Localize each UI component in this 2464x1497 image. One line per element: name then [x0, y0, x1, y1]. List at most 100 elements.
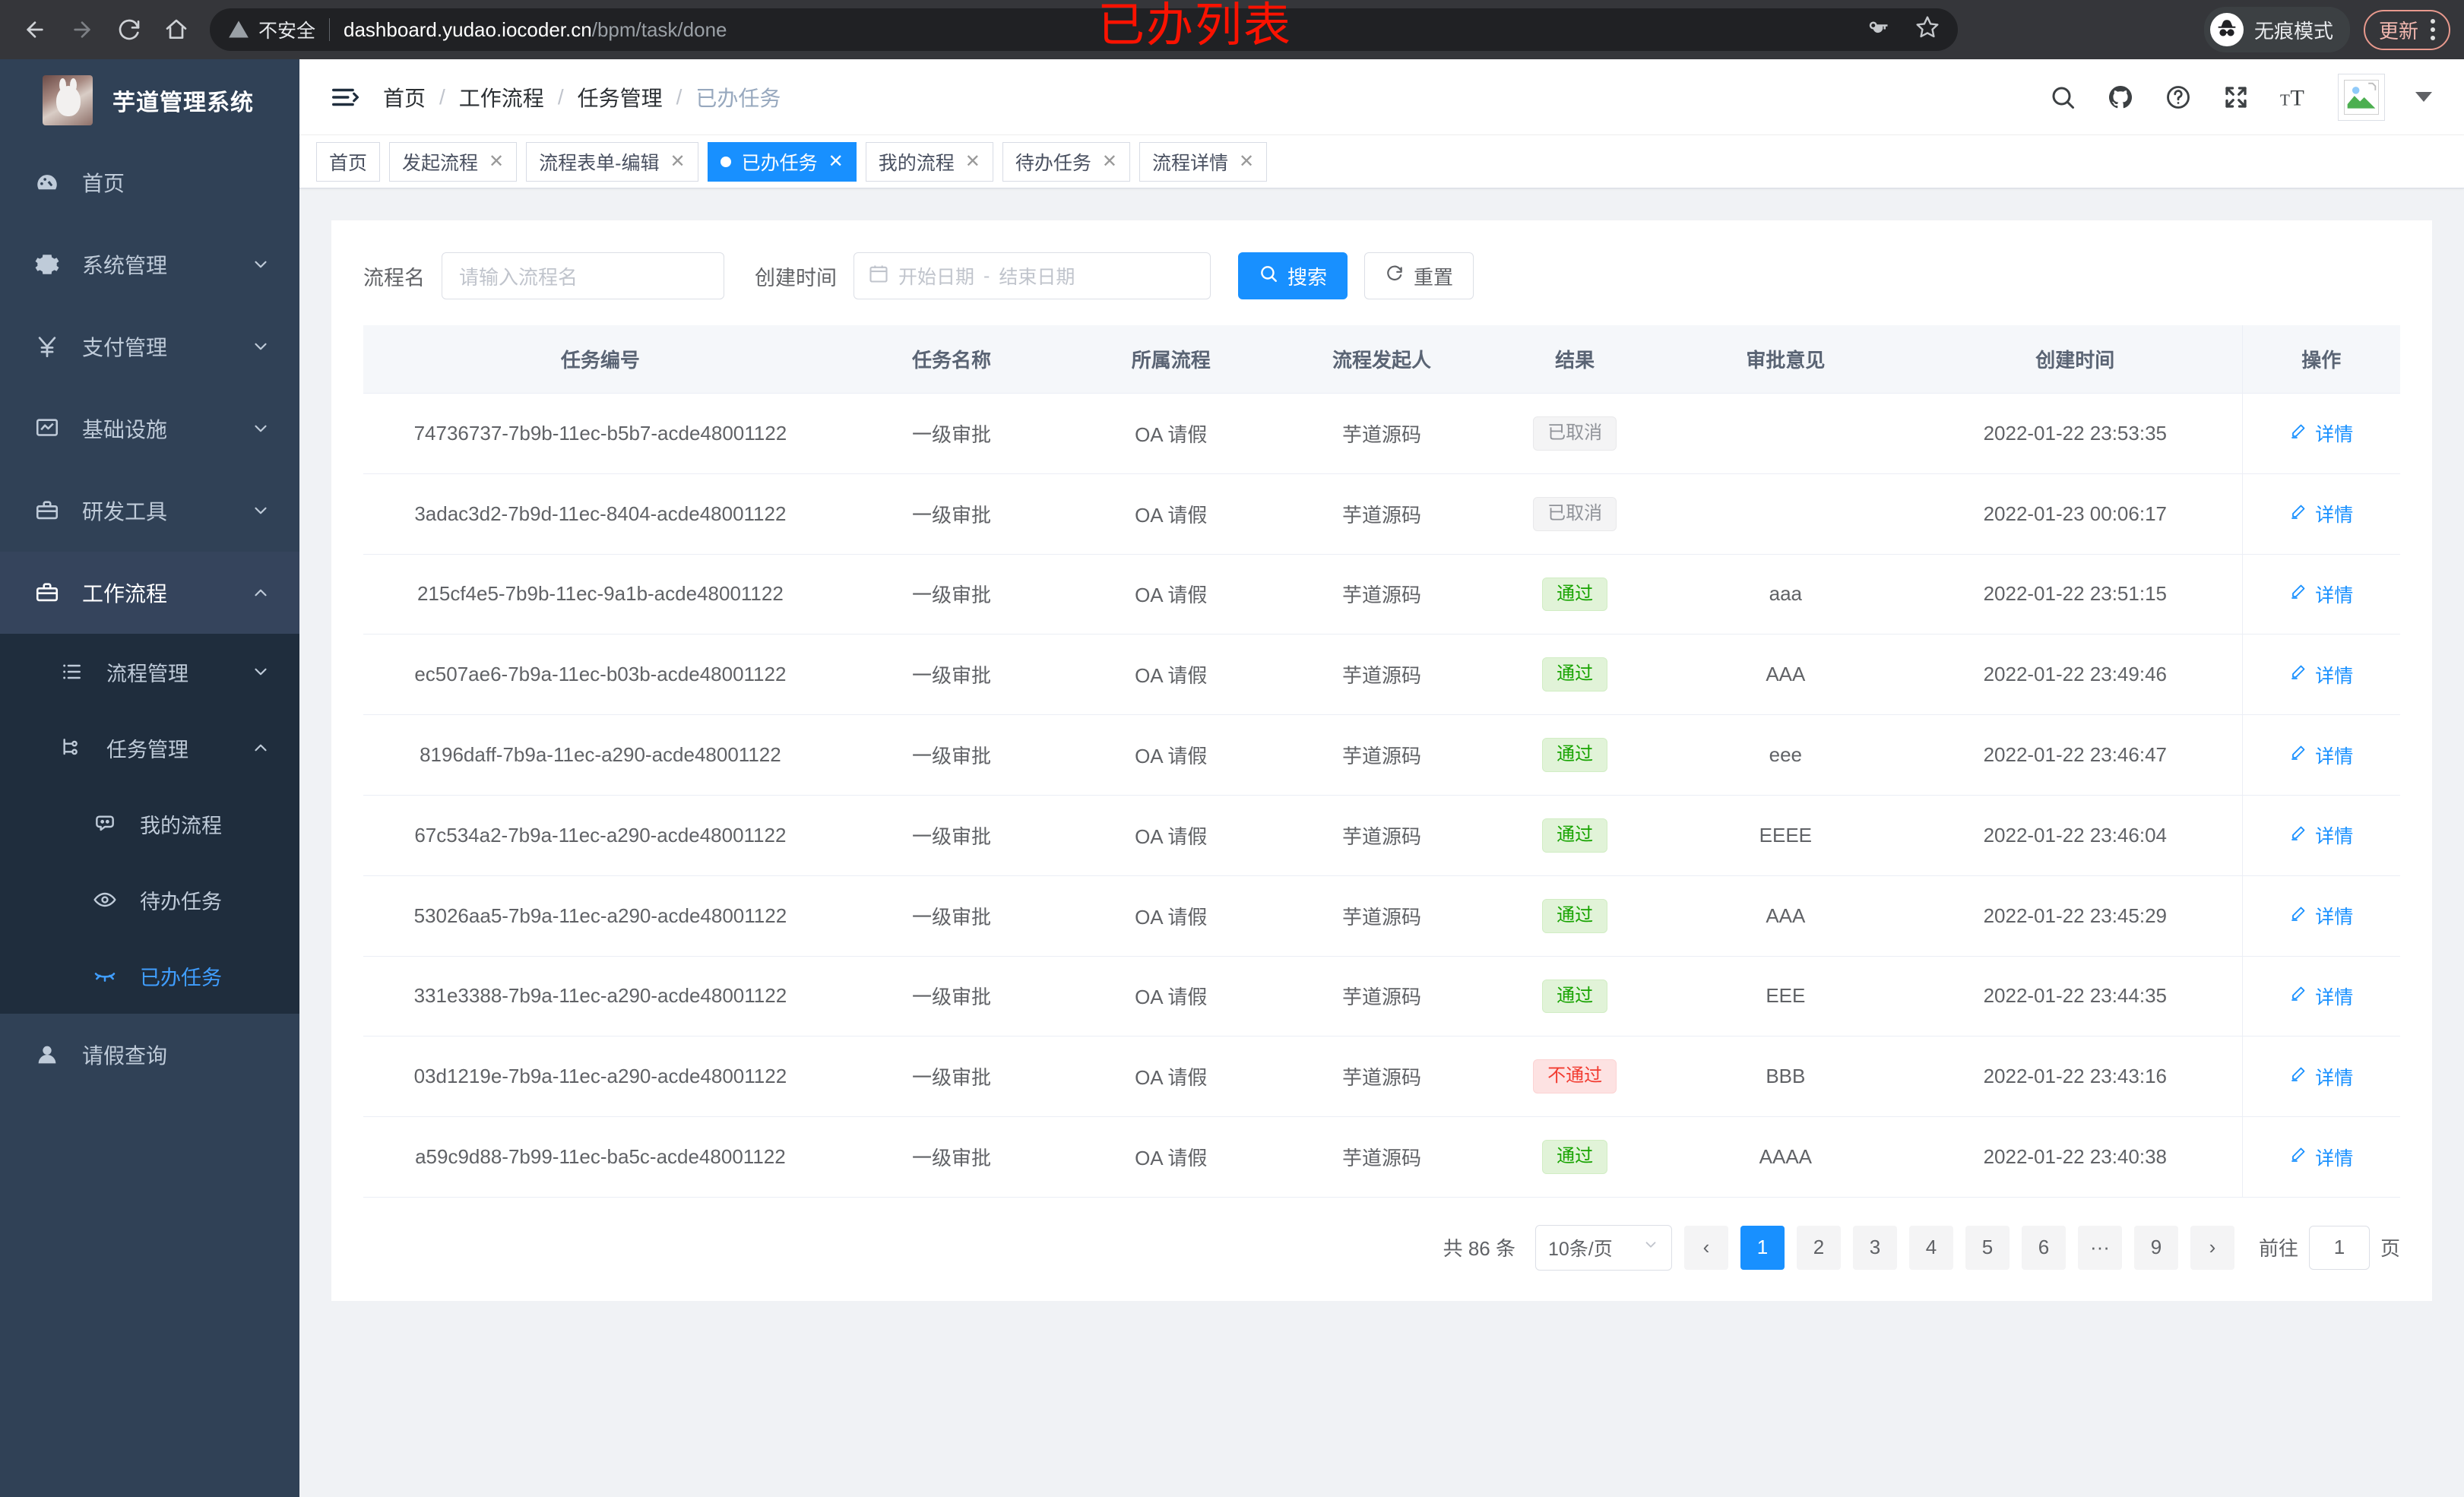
close-icon[interactable]: ✕	[1238, 150, 1255, 172]
detail-link[interactable]: 详情	[2289, 500, 2353, 527]
breadcrumb-item-task-management[interactable]: 任务管理	[577, 86, 663, 110]
detail-link[interactable]: 详情	[2289, 821, 2353, 849]
tag-todo-task[interactable]: 待办任务 ✕	[1002, 141, 1130, 182]
sidebar-item-process-management[interactable]: 流程管理	[0, 634, 299, 710]
table-row: a59c9d88-7b99-11ec-ba5c-acde48001122 一级审批…	[363, 1116, 2400, 1198]
sidebar-item-label: 流程管理	[106, 662, 188, 685]
brand[interactable]: 芋道管理系统	[0, 59, 299, 141]
reload-icon[interactable]	[108, 8, 150, 51]
pagination-page-4[interactable]: 4	[1908, 1225, 1953, 1270]
forward-icon[interactable]	[61, 8, 103, 51]
status-badge: 通过	[1542, 1140, 1608, 1174]
tag-done-task[interactable]: 已办任务 ✕	[707, 141, 857, 182]
home-icon[interactable]	[155, 8, 198, 51]
status-badge: 通过	[1542, 979, 1608, 1014]
close-icon[interactable]: ✕	[489, 150, 505, 172]
sidebar-item-todo-task[interactable]: 待办任务	[0, 862, 299, 938]
sidebar-item-leave-query[interactable]: 请假查询	[0, 1014, 299, 1096]
cell-process: OA 请假	[1066, 1036, 1277, 1118]
detail-link-label: 详情	[2315, 986, 2354, 1008]
address-bar[interactable]: 不安全 dashboard.yudao.iocoder.cn/bpm/task/…	[210, 8, 1958, 51]
pagination-prev[interactable]: ‹	[1683, 1225, 1728, 1270]
bookmark-star-icon[interactable]	[1915, 15, 1940, 45]
reset-button[interactable]: 重置	[1364, 252, 1474, 299]
breadcrumb-item-home[interactable]: 首页	[383, 86, 426, 110]
avatar[interactable]	[2338, 73, 2385, 121]
tag-process-form-edit[interactable]: 流程表单-编辑 ✕	[526, 141, 698, 182]
sidebar-item-home[interactable]: 首页	[0, 141, 299, 223]
detail-link[interactable]: 详情	[2289, 1144, 2353, 1171]
close-icon[interactable]: ✕	[670, 150, 686, 172]
cell-task-id: 67c534a2-7b9a-11ec-a290-acde48001122	[363, 795, 838, 876]
help-icon[interactable]	[2165, 84, 2192, 111]
pagination-page-3[interactable]: 3	[1852, 1225, 1897, 1270]
pagination-jump-input[interactable]: 1	[2308, 1225, 2370, 1270]
breadcrumb-item-workflow[interactable]: 工作流程	[458, 86, 544, 110]
hamburger-icon[interactable]	[330, 83, 359, 112]
sidebar-item-label: 请假查询	[82, 1044, 168, 1068]
tag-start-process[interactable]: 发起流程 ✕	[389, 141, 518, 182]
pagination-ellipsis[interactable]: ···	[2077, 1225, 2122, 1270]
sidebar-item-task-management[interactable]: 任务管理	[0, 710, 299, 786]
pagination-page-6[interactable]: 6	[2021, 1225, 2066, 1270]
calendar-icon	[868, 263, 889, 290]
edit-pencil-icon	[2289, 904, 2307, 928]
cell-process: OA 请假	[1066, 795, 1277, 876]
search-button[interactable]: 搜索	[1238, 252, 1348, 299]
search-icon[interactable]	[2049, 84, 2076, 111]
tag-process-detail[interactable]: 流程详情 ✕	[1139, 141, 1268, 182]
update-button[interactable]: 更新	[2363, 9, 2450, 50]
sidebar-item-my-process[interactable]: 我的流程	[0, 786, 299, 862]
sidebar-item-system[interactable]: 系统管理	[0, 223, 299, 305]
sidebar-item-infrastructure[interactable]: 基础设施	[0, 388, 299, 470]
status-badge: 已取消	[1533, 496, 1617, 531]
tag-my-process[interactable]: 我的流程 ✕	[865, 141, 993, 182]
create-time-daterange[interactable]: 开始日期 - 结束日期	[854, 252, 1211, 299]
detail-link[interactable]: 详情	[2289, 661, 2353, 688]
close-icon[interactable]: ✕	[828, 150, 844, 172]
process-name-input[interactable]: 请输入流程名	[442, 252, 724, 299]
detail-link[interactable]: 详情	[2289, 419, 2353, 447]
active-dot-icon	[720, 156, 731, 167]
edit-pencil-icon	[2289, 422, 2307, 445]
detail-link[interactable]: 详情	[2289, 742, 2353, 769]
svg-text:T: T	[2291, 85, 2304, 110]
pagination-page-2[interactable]: 2	[1796, 1225, 1841, 1270]
page-size-select[interactable]: 10条/页	[1534, 1224, 1672, 1271]
pagination-total: 共 86 条	[1443, 1237, 1515, 1261]
cell-opinion: EEE	[1662, 956, 1909, 1037]
column-create-time: 创建时间	[1908, 325, 2243, 394]
incognito-indicator[interactable]: 无痕模式	[2203, 7, 2350, 52]
cell-starter: 芋道源码	[1276, 473, 1487, 555]
sidebar-item-workflow[interactable]: 工作流程	[0, 552, 299, 634]
password-key-icon[interactable]	[1867, 16, 1889, 44]
chevron-down-icon	[251, 419, 271, 438]
pagination-next[interactable]: ›	[2190, 1225, 2234, 1270]
detail-link-label: 详情	[2315, 584, 2354, 606]
close-icon[interactable]: ✕	[964, 150, 980, 172]
table-header-row: 任务编号 任务名称 所属流程 流程发起人 结果 审批意见 创建时间 操作	[363, 325, 2400, 394]
detail-link[interactable]: 详情	[2289, 983, 2353, 1010]
detail-link[interactable]: 详情	[2289, 902, 2353, 929]
chevron-down-icon[interactable]	[2415, 92, 2432, 102]
breadcrumb-separator: /	[676, 84, 683, 109]
sidebar-item-payment[interactable]: 支付管理	[0, 305, 299, 388]
detail-link[interactable]: 详情	[2289, 581, 2353, 608]
sidebar-item-done-task[interactable]: 已办任务	[0, 938, 299, 1014]
pagination-page-5[interactable]: 5	[1965, 1225, 2010, 1270]
fullscreen-icon[interactable]	[2222, 84, 2250, 111]
cell-task-name: 一级审批	[837, 875, 1066, 957]
cell-opinion	[1662, 473, 1909, 555]
close-icon[interactable]: ✕	[1101, 150, 1117, 172]
tag-home[interactable]: 首页	[316, 141, 381, 182]
edit-pencil-icon	[2289, 582, 2307, 606]
chrome-menu-icon[interactable]	[2431, 19, 2435, 40]
github-icon[interactable]	[2107, 84, 2134, 111]
sidebar-item-devtools[interactable]: 研发工具	[0, 470, 299, 552]
pagination-page-1[interactable]: 1	[1740, 1225, 1785, 1270]
back-icon[interactable]	[14, 8, 56, 51]
pagination-page-9[interactable]: 9	[2133, 1225, 2178, 1270]
detail-link[interactable]: 详情	[2289, 1063, 2353, 1090]
cell-create-time: 2022-01-22 23:46:47	[1908, 714, 2243, 796]
